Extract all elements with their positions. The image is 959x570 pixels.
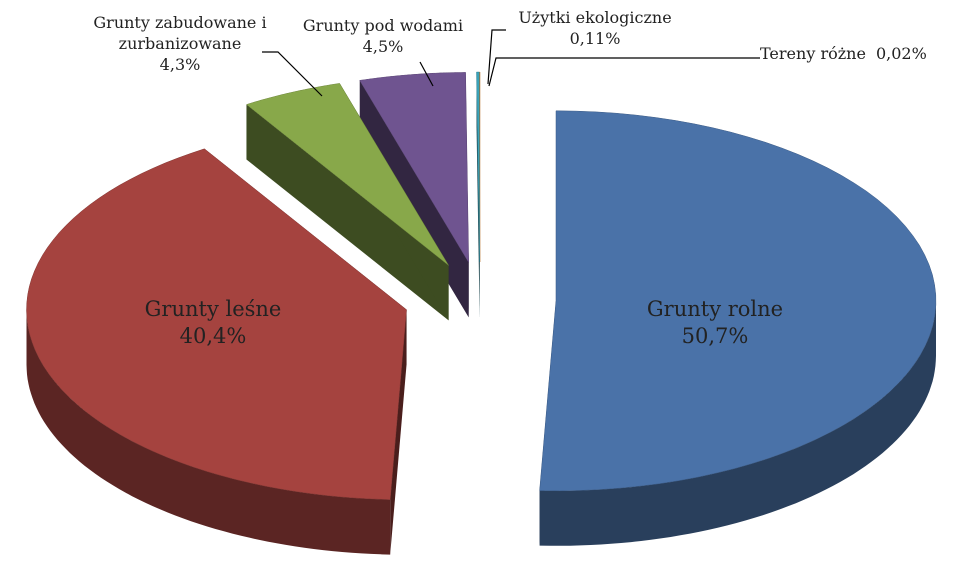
leader-line [488,57,760,87]
value-label: 40,4% [179,324,247,349]
value-label: 4,5% [362,36,404,56]
category-name: Grunty rolne [646,297,784,321]
value-label: 4,3% [159,54,201,74]
slice-label: Użytki ekologiczne 0,11% [495,8,695,50]
slice-wall [390,309,407,555]
slice-label: Grunty pod wodami 4,5% [283,16,483,58]
value-label: 0,11% [569,28,621,48]
slice-label: Grunty zabudowane i zurbanizowane 4,3% [90,13,270,75]
category-name: Tereny różne [760,44,866,63]
slice-side [26,309,391,555]
category-name: Grunty zabudowane i zurbanizowane [93,13,267,53]
slice [245,83,449,266]
leader-line [487,29,506,85]
slice-label: Grunty leśne 40,4% [83,296,343,351]
slice [26,148,407,500]
slice-label: Grunty rolne 50,7% [585,296,845,351]
slice [539,110,937,492]
category-name: Grunty leśne [144,297,282,321]
value-label: 50,7% [681,324,749,349]
slice [359,72,469,264]
slice-side [539,300,936,546]
leader-line [262,51,323,97]
category-name: Użytki ekologiczne [518,8,672,27]
slice-label: Tereny różne 0,02% [760,44,959,65]
slice-wall [246,104,449,321]
slice [476,71,480,263]
category-name: Grunty pod wodami [302,16,464,35]
leader-line [419,61,434,87]
slices [26,71,937,555]
slice [479,71,481,263]
value-label: 0,02% [875,44,927,63]
